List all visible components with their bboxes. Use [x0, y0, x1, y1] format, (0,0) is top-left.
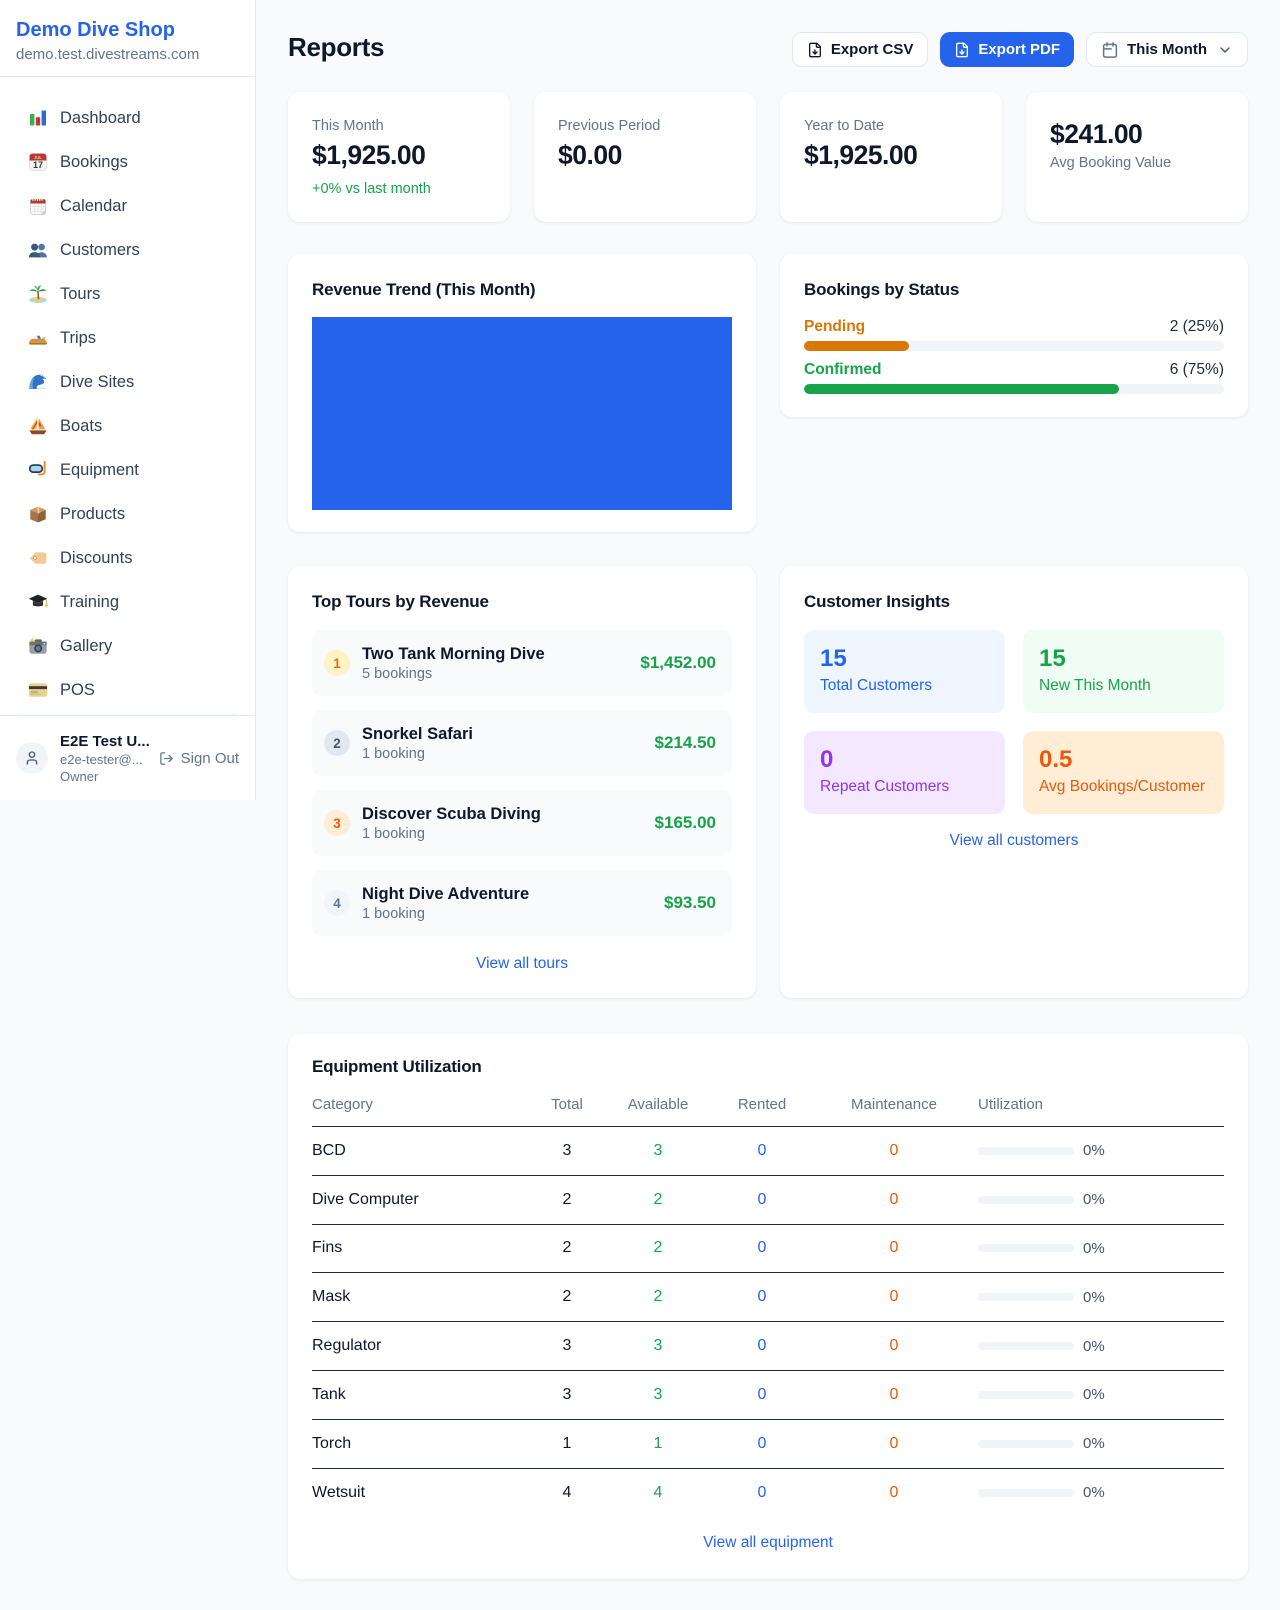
svg-text:JUL: JUL	[34, 155, 42, 160]
svg-text:17: 17	[33, 160, 43, 170]
